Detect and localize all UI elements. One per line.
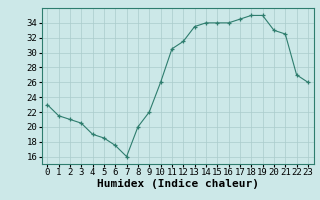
X-axis label: Humidex (Indice chaleur): Humidex (Indice chaleur) bbox=[97, 179, 259, 189]
